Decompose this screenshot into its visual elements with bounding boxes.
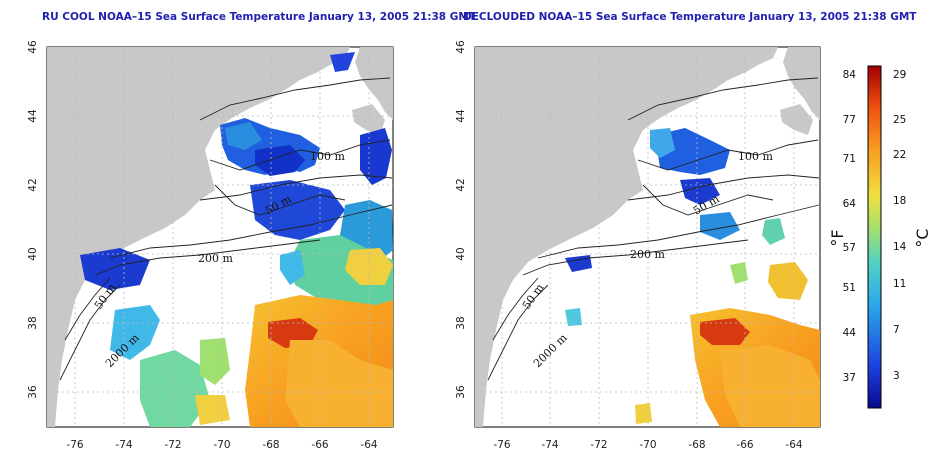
c-tick: 25 <box>893 114 906 126</box>
contour-label: 100 m <box>738 150 773 163</box>
lat-tick: 38 <box>27 316 39 329</box>
left-land <box>47 47 350 427</box>
lon-tick: -70 <box>213 439 230 451</box>
lat-tick: 46 <box>27 40 39 54</box>
lat-tick: 42 <box>455 178 467 191</box>
colorbar-fahrenheit-ticks: 84 77 71 64 57 51 44 37 <box>843 69 857 384</box>
c-tick: 11 <box>893 278 906 290</box>
lon-tick: -72 <box>164 439 181 451</box>
left-map <box>46 46 394 428</box>
lat-tick: 42 <box>27 178 39 191</box>
left-lat-ticks: 46 44 42 40 38 36 <box>27 40 39 399</box>
celsius-unit-label: °C <box>913 228 932 247</box>
left-lon-ticks: -76 -74 -72 -70 -68 -66 -64 <box>66 439 377 451</box>
c-tick: 7 <box>893 324 900 336</box>
colorbar-gradient <box>867 65 882 409</box>
f-tick: 77 <box>843 114 856 126</box>
lon-tick: -70 <box>639 439 656 451</box>
lon-tick: -64 <box>360 439 377 451</box>
lat-tick: 40 <box>455 247 467 260</box>
right-land <box>475 47 778 427</box>
lat-tick: 46 <box>455 40 467 54</box>
lon-tick: -66 <box>311 439 328 451</box>
lat-tick: 36 <box>27 385 39 399</box>
lon-tick: -68 <box>688 439 705 451</box>
colorbar: 84 77 71 64 57 51 44 37 29 25 22 18 14 1… <box>828 65 932 409</box>
f-tick: 37 <box>843 372 856 384</box>
right-panel-title: DECLOUDED NOAA–15 Sea Surface Temperatur… <box>463 11 917 23</box>
f-tick: 64 <box>843 198 857 210</box>
lon-tick: -68 <box>262 439 279 451</box>
right-sst-cold-north <box>655 128 730 175</box>
lon-tick: -64 <box>785 439 802 451</box>
lon-tick: -74 <box>541 439 558 451</box>
lon-tick: -66 <box>736 439 753 451</box>
lon-tick: -76 <box>493 439 510 451</box>
right-lon-ticks: -76 -74 -72 -70 -68 -66 -64 <box>493 439 802 451</box>
colorbar-celsius-ticks: 29 25 22 18 14 11 7 3 <box>893 69 907 382</box>
lat-tick: 40 <box>27 247 39 260</box>
contour-label: 100 m <box>310 150 345 163</box>
lat-tick: 44 <box>27 109 39 123</box>
right-map <box>474 46 821 428</box>
f-tick: 44 <box>843 327 857 339</box>
c-tick: 3 <box>893 370 900 382</box>
c-tick: 14 <box>893 241 907 253</box>
lat-tick: 36 <box>455 385 467 399</box>
lat-tick: 38 <box>455 316 467 329</box>
lon-tick: -72 <box>590 439 607 451</box>
lat-tick: 44 <box>455 109 467 123</box>
f-tick: 84 <box>843 69 857 81</box>
c-tick: 29 <box>893 69 906 81</box>
right-lat-ticks: 46 44 42 40 38 36 <box>455 40 467 399</box>
c-tick: 22 <box>893 149 906 161</box>
fahrenheit-unit-label: °F <box>828 229 847 246</box>
contour-label: 200 m <box>630 248 665 261</box>
f-tick: 51 <box>843 282 856 294</box>
lon-tick: -76 <box>66 439 83 451</box>
contour-label: 200 m <box>198 252 233 265</box>
f-tick: 57 <box>843 242 856 254</box>
c-tick: 18 <box>893 195 906 207</box>
left-panel-title: RU COOL NOAA–15 Sea Surface Temperature … <box>42 11 476 23</box>
lon-tick: -74 <box>115 439 132 451</box>
f-tick: 71 <box>843 153 856 165</box>
